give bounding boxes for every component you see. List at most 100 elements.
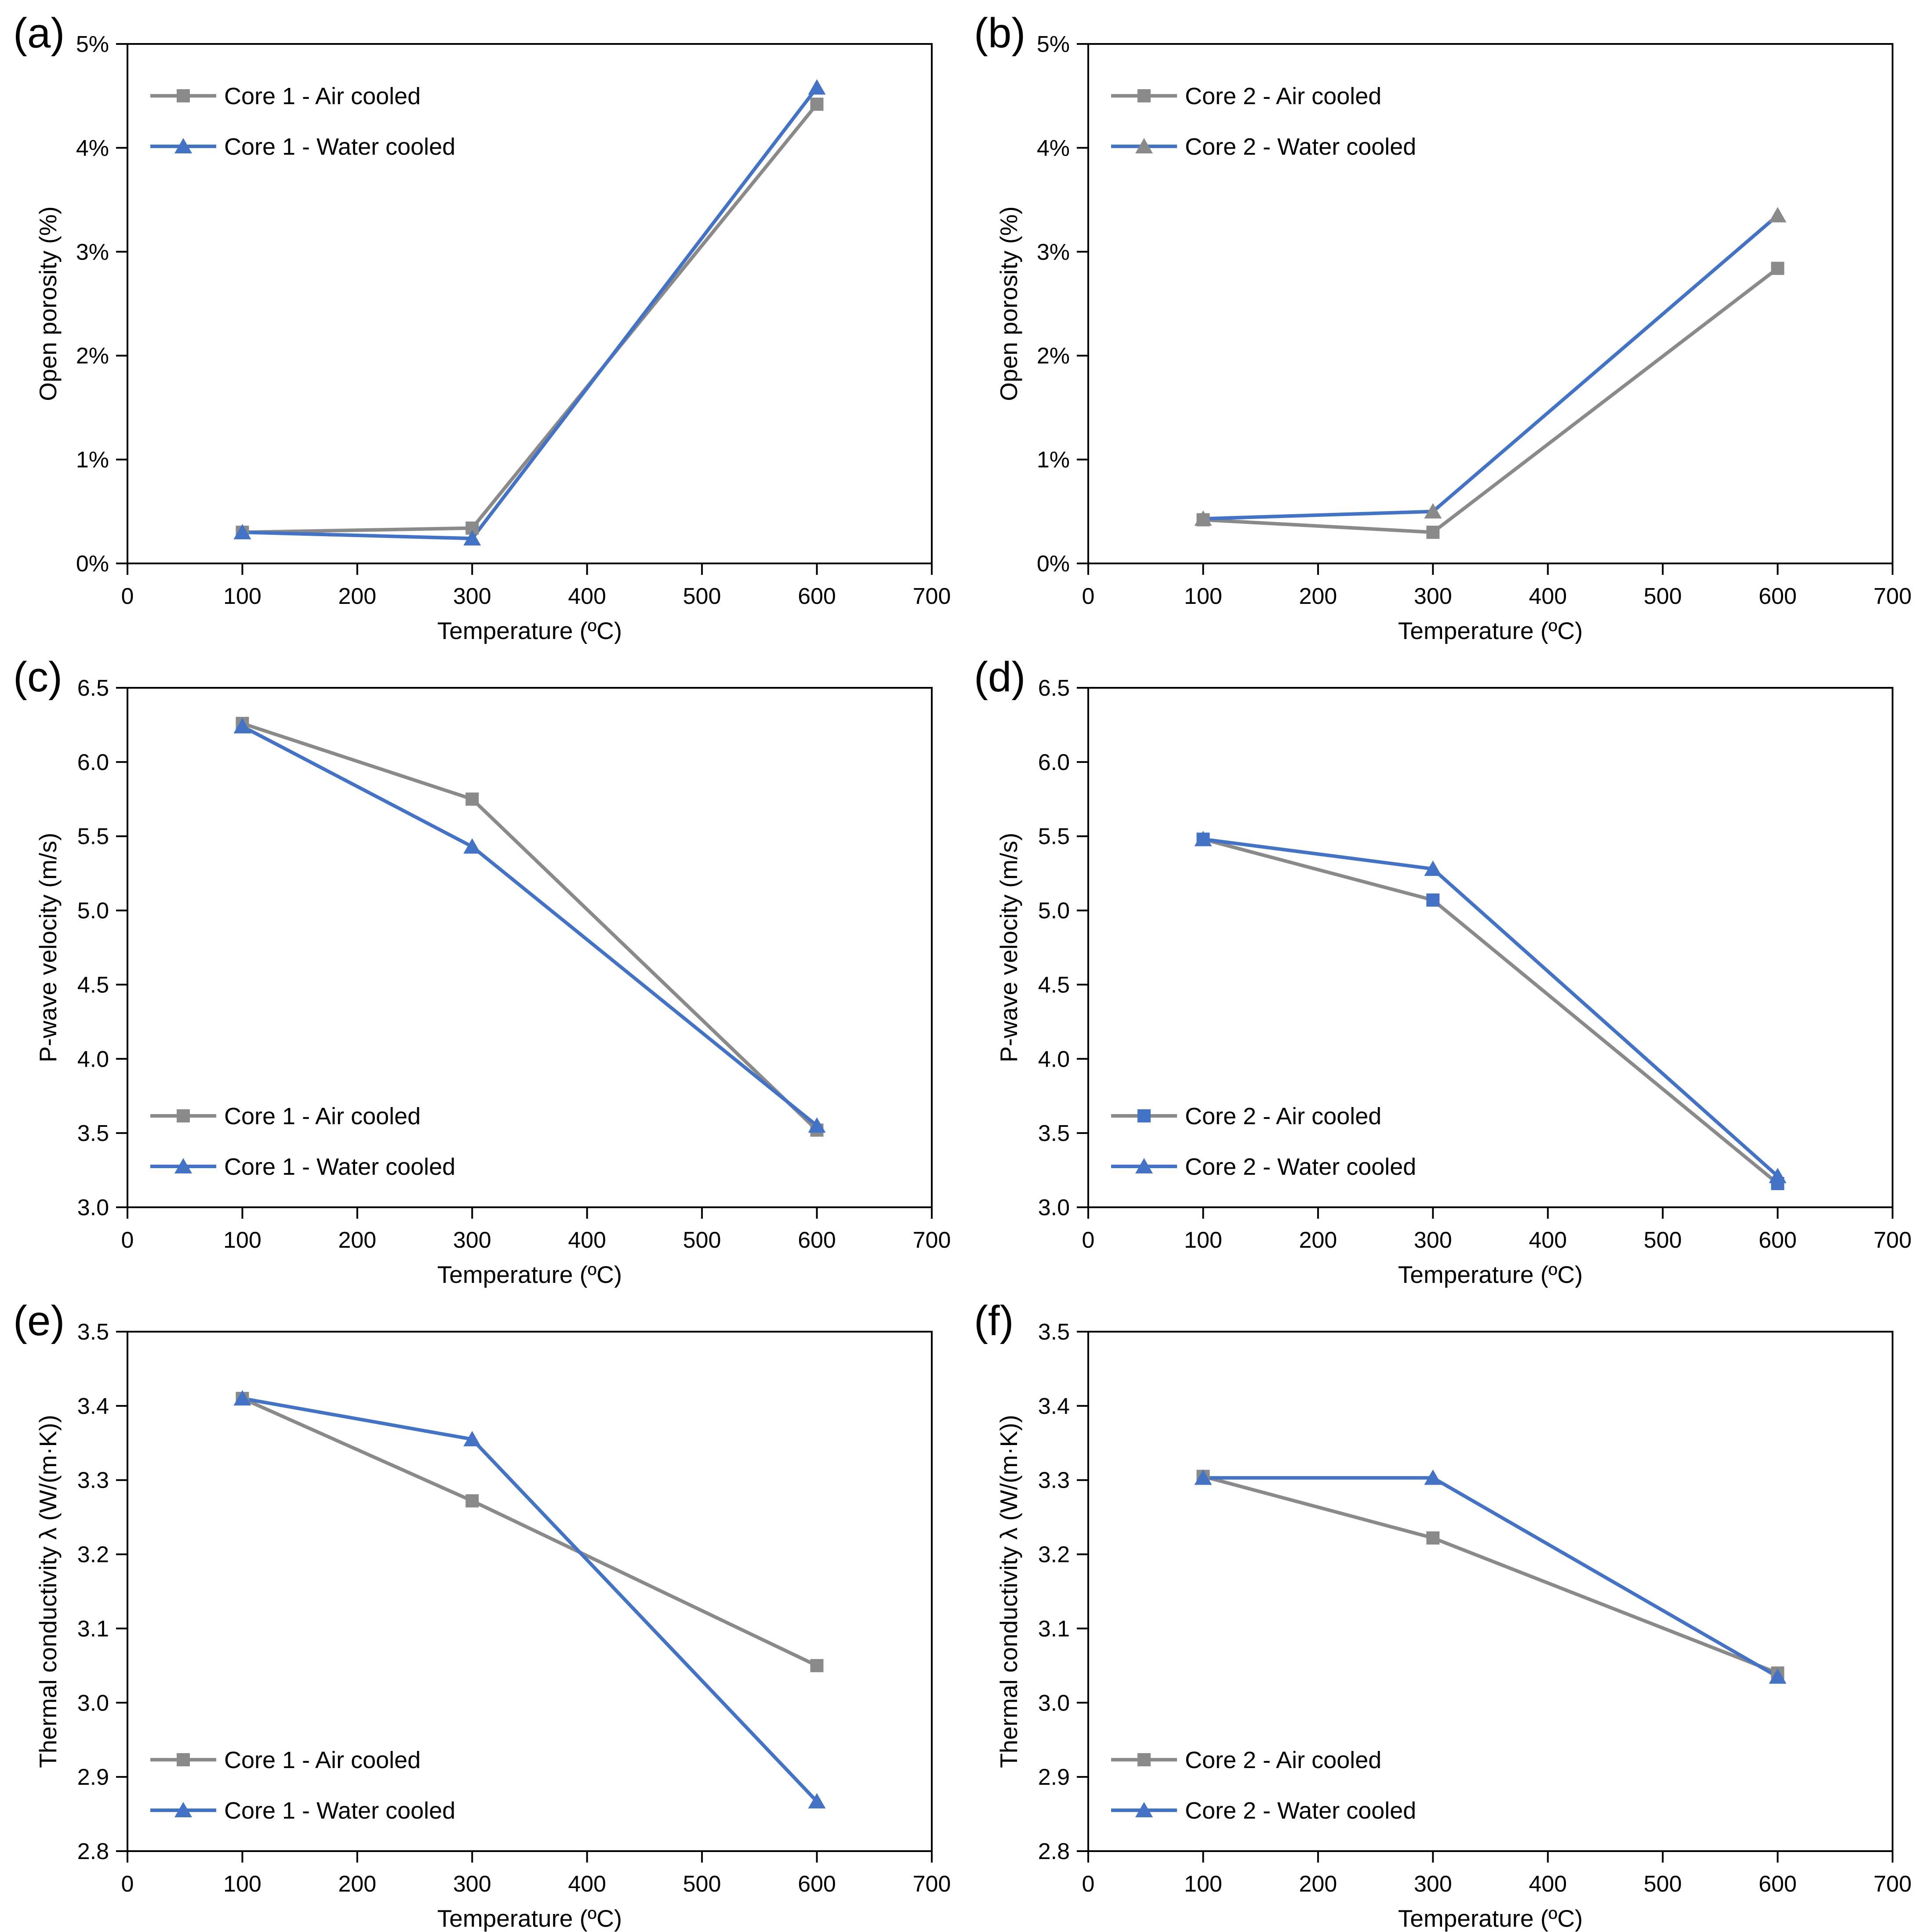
data-point-marker: [1424, 861, 1442, 876]
x-tick-label: 0: [1082, 1871, 1095, 1897]
y-axis-label: Open porosity (%): [995, 206, 1022, 401]
data-point-marker: [1771, 261, 1784, 275]
data-point-marker: [810, 98, 824, 111]
series-line: [241, 725, 818, 1127]
chart-pwave-core2: 0 100 200 300 400 500 600 700 3.0 3.5 4.0 4.5 5.0 5.5…: [995, 675, 1912, 1288]
y-axis-label: P-wave velocity (m/s): [995, 833, 1022, 1063]
panel-b: (b) 0 100 200 300 400 500 600 700 0% 1% 2% 3% 4% 5% Te…: [961, 0, 1922, 644]
legend-label: Core 2 - Air cooled: [1185, 1747, 1381, 1773]
x-tick-label: 600: [798, 1227, 836, 1253]
x-tick-label: 400: [568, 584, 606, 609]
series-line: [1203, 267, 1779, 534]
x-axis-label: Temperature (ºC): [437, 617, 622, 644]
data-point-marker: [808, 1117, 826, 1133]
y-tick-label: 3.2: [77, 1542, 109, 1568]
y-tick-label: 3.2: [1038, 1542, 1070, 1568]
panel-label-e: (e): [13, 1297, 65, 1344]
x-tick-label: 500: [1644, 1227, 1682, 1253]
data-point-marker: [810, 1659, 824, 1672]
series-line: [1203, 1476, 1779, 1678]
x-tick-label: 700: [913, 1227, 951, 1253]
panel-c: (c) 0 100 200 300 400 500 600 700 3.0 3.5 4.0 4.5 5.…: [0, 644, 961, 1288]
x-tick-label: 700: [1874, 1871, 1912, 1897]
panel-label-b: (b): [974, 10, 1026, 57]
y-tick-label: 3.1: [77, 1616, 109, 1641]
data-point-marker: [233, 1390, 251, 1405]
data-point-marker: [1769, 1168, 1787, 1184]
panel-label-d: (d): [974, 654, 1026, 701]
series-line: [1203, 214, 1779, 521]
y-tick-label: 6.0: [1038, 750, 1070, 775]
y-tick-label: 3.4: [1038, 1394, 1070, 1419]
x-tick-label: 400: [1529, 1871, 1567, 1897]
x-tick-label: 200: [338, 1227, 376, 1253]
legend-swatch-marker: [174, 1802, 192, 1817]
x-tick-label: 500: [1644, 584, 1682, 609]
x-tick-label: 200: [1299, 1227, 1337, 1253]
x-tick-label: 0: [1082, 584, 1095, 609]
x-tick-label: 300: [453, 584, 491, 609]
x-tick-label: 100: [1184, 584, 1222, 609]
legend-swatch-marker: [177, 89, 190, 102]
x-tick-label: 300: [1414, 1227, 1452, 1253]
y-tick-label: 2%: [76, 343, 109, 369]
legend-label: Core 1 - Air cooled: [224, 1747, 421, 1773]
data-point-marker: [1426, 1531, 1440, 1545]
panel-label-a: (a): [13, 10, 65, 57]
y-tick-label: 5.0: [1038, 898, 1070, 924]
x-tick-label: 100: [223, 1227, 262, 1253]
legend-label: Core 1 - Water cooled: [224, 1798, 455, 1824]
legend-label: Core 2 - Water cooled: [1185, 134, 1416, 160]
x-tick-label: 400: [568, 1227, 606, 1253]
legend-label: Core 1 - Water cooled: [224, 134, 455, 160]
x-tick-label: 100: [1184, 1871, 1222, 1897]
series-line: [242, 103, 818, 534]
y-tick-label: 3.0: [77, 1195, 109, 1220]
x-tick-label: 100: [223, 584, 262, 609]
data-point-marker: [233, 718, 251, 734]
x-tick-label: 700: [1874, 584, 1912, 609]
x-tick-label: 200: [1299, 1871, 1337, 1897]
legend-swatch-marker: [174, 138, 192, 153]
data-point-marker: [463, 1431, 481, 1446]
y-tick-label: 4.0: [77, 1046, 109, 1072]
x-tick-label: 300: [453, 1871, 491, 1897]
legend-label: Core 2 - Air cooled: [1185, 1103, 1381, 1129]
y-tick-label: 3.0: [1038, 1195, 1070, 1220]
x-tick-label: 0: [121, 1871, 134, 1897]
legend-swatch-marker: [1135, 1158, 1153, 1173]
x-tick-label: 700: [1874, 1227, 1912, 1253]
series-line: [241, 1397, 818, 1667]
chart-thermal-core2: 0 100 200 300 400 500 600 700 2.8 2.9 3.0 3.1 3.2 3.3…: [995, 1319, 1912, 1932]
y-tick-label: 2.8: [77, 1839, 109, 1864]
x-tick-label: 200: [338, 1871, 376, 1897]
x-tick-label: 600: [1759, 584, 1797, 609]
x-tick-label: 500: [683, 1227, 721, 1253]
y-tick-label: 6.0: [77, 750, 109, 775]
y-tick-label: 3.5: [77, 1121, 109, 1146]
panel-e: (e) 0 100 200 300 400 500 600 700 2.8 2.9 3.0 3.1 3.…: [0, 1288, 961, 1932]
x-tick-label: 500: [683, 584, 721, 609]
y-tick-label: 5.5: [77, 824, 109, 850]
x-tick-label: 200: [1299, 584, 1337, 609]
x-axis-label: Temperature (ºC): [1398, 617, 1583, 644]
chart-thermal-core1: 0 100 200 300 400 500 600 700 2.8 2.9 3.0 3.1 3.2 3.3…: [34, 1319, 951, 1932]
data-point-marker: [1194, 1469, 1212, 1485]
x-tick-label: 600: [1759, 1871, 1797, 1897]
legend-label: Core 2 - Water cooled: [1185, 1154, 1416, 1180]
plot-frame: [1087, 43, 1893, 564]
y-tick-label: 4.0: [1038, 1046, 1070, 1072]
data-point-marker: [465, 792, 479, 806]
x-tick-label: 0: [1082, 1227, 1095, 1253]
y-tick-label: 5.5: [1038, 824, 1070, 850]
y-tick-label: 1%: [76, 447, 109, 473]
x-tick-label: 0: [121, 584, 134, 609]
data-point-marker: [1424, 1469, 1442, 1485]
legend-swatch-marker: [1135, 1802, 1153, 1817]
x-tick-label: 500: [683, 1871, 721, 1897]
y-tick-label: 3.0: [1038, 1690, 1070, 1716]
legend-swatch-marker: [1137, 1109, 1151, 1122]
y-tick-label: 5.0: [77, 898, 109, 924]
x-tick-label: 700: [913, 1871, 951, 1897]
x-tick-label: 300: [1414, 584, 1452, 609]
